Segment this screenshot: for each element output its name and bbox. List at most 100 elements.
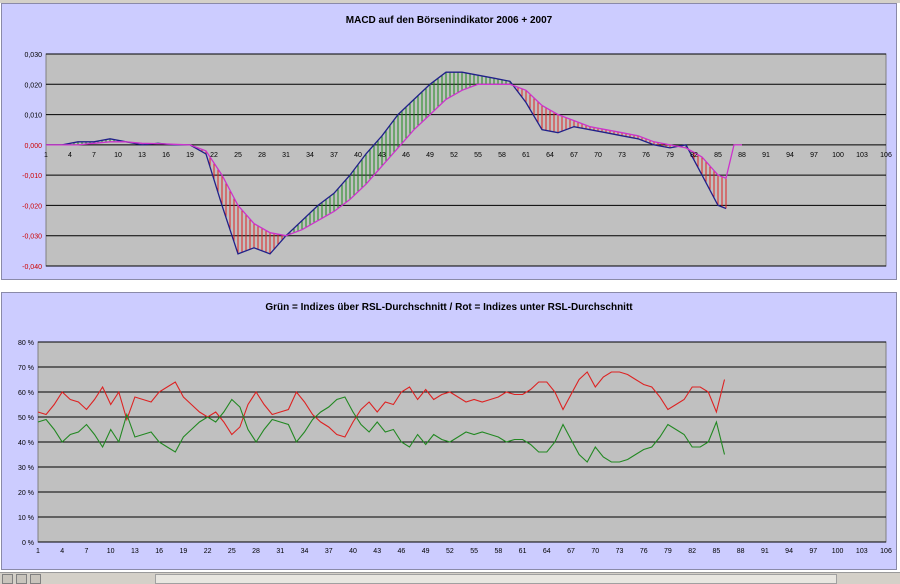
x-tick-label: 82 bbox=[690, 152, 698, 159]
y-tick-label: 10 % bbox=[18, 515, 34, 522]
x-tick-label: 52 bbox=[446, 548, 454, 555]
x-tick-label: 85 bbox=[713, 548, 721, 555]
x-tick-label: 19 bbox=[179, 548, 187, 555]
x-tick-label: 4 bbox=[60, 548, 64, 555]
x-tick-label: 7 bbox=[92, 152, 96, 159]
y-tick-label: -0,020 bbox=[22, 203, 42, 210]
macd-chart-svg: 0,030 0,020 0,010 0,000 -0,010 -0,020 -0,030 -0… bbox=[22, 52, 892, 271]
x-tick-label: 88 bbox=[737, 548, 745, 555]
x-tick-label: 40 bbox=[354, 152, 362, 159]
sheet-tab-bar bbox=[0, 572, 900, 584]
x-tick-label: 58 bbox=[498, 152, 506, 159]
x-tick-label: 10 bbox=[107, 548, 115, 555]
y-tick-label: 0,020 bbox=[24, 82, 42, 89]
y-tick-label: -0,010 bbox=[22, 173, 42, 180]
x-tick-label: 73 bbox=[618, 152, 626, 159]
series-line-0 bbox=[37, 371, 726, 438]
x-tick-label: 76 bbox=[640, 548, 648, 555]
x-tick-label: 52 bbox=[450, 152, 458, 159]
y-tick-label: 60 % bbox=[18, 390, 34, 397]
x-tick-label: 61 bbox=[522, 152, 530, 159]
macd-chart-panel: MACD auf den Börsenindikator 2006 + 2007… bbox=[1, 3, 897, 280]
x-tick-label: 10 bbox=[114, 152, 122, 159]
x-tick-label: 34 bbox=[306, 152, 314, 159]
x-tick-label: 61 bbox=[519, 548, 527, 555]
rsl-chart-svg: 80 % 70 % 60 % 50 % 40 % 30 % 20 % 10 % 0 %1 4 7 10… bbox=[18, 340, 892, 555]
series-line-1 bbox=[46, 83, 742, 237]
x-tick-label: 91 bbox=[761, 548, 769, 555]
y-tick-label: 30 % bbox=[18, 465, 34, 472]
x-tick-label: 49 bbox=[426, 152, 434, 159]
y-tick-label: 0,010 bbox=[24, 113, 42, 120]
y-tick-label: 0 % bbox=[22, 540, 34, 547]
x-tick-label: 4 bbox=[68, 152, 72, 159]
x-tick-label: 22 bbox=[210, 152, 218, 159]
x-tick-label: 37 bbox=[325, 548, 333, 555]
x-tick-label: 22 bbox=[204, 548, 212, 555]
x-tick-label: 94 bbox=[785, 548, 793, 555]
macd-chart-title: MACD auf den Börsenindikator 2006 + 2007 bbox=[345, 15, 553, 26]
x-tick-label: 64 bbox=[543, 548, 551, 555]
x-tick-label: 103 bbox=[856, 152, 868, 159]
x-tick-label: 13 bbox=[138, 152, 146, 159]
x-tick-label: 103 bbox=[856, 548, 868, 555]
x-tick-label: 106 bbox=[880, 152, 892, 159]
x-tick-label: 46 bbox=[402, 152, 410, 159]
x-tick-label: 16 bbox=[162, 152, 170, 159]
y-tick-label: 40 % bbox=[18, 440, 34, 447]
x-tick-label: 94 bbox=[786, 152, 794, 159]
x-tick-label: 31 bbox=[276, 548, 284, 555]
x-tick-label: 19 bbox=[186, 152, 194, 159]
x-tick-label: 46 bbox=[398, 548, 406, 555]
x-tick-label: 97 bbox=[810, 152, 818, 159]
x-tick-label: 25 bbox=[234, 152, 242, 159]
x-tick-label: 91 bbox=[762, 152, 770, 159]
x-tick-label: 25 bbox=[228, 548, 236, 555]
x-tick-label: 28 bbox=[252, 548, 260, 555]
x-tick-label: 97 bbox=[809, 548, 817, 555]
x-tick-label: 55 bbox=[474, 152, 482, 159]
x-tick-label: 82 bbox=[688, 548, 696, 555]
x-tick-label: 55 bbox=[470, 548, 478, 555]
x-tick-label: 79 bbox=[664, 548, 672, 555]
rsl-chart-title: Grün = Indizes über RSL-Durchschnitt / R… bbox=[265, 302, 633, 313]
x-tick-label: 85 bbox=[714, 152, 722, 159]
x-tick-label: 100 bbox=[832, 548, 844, 555]
x-tick-label: 37 bbox=[330, 152, 338, 159]
y-tick-label: 0,000 bbox=[24, 143, 42, 150]
x-tick-label: 13 bbox=[131, 548, 139, 555]
y-tick-label: 70 % bbox=[18, 365, 34, 372]
rsl-chart-panel: Grün = Indizes über RSL-Durchschnitt / R… bbox=[1, 292, 897, 570]
x-tick-label: 43 bbox=[378, 152, 386, 159]
x-tick-label: 43 bbox=[373, 548, 381, 555]
x-tick-label: 79 bbox=[666, 152, 674, 159]
x-tick-label: 16 bbox=[155, 548, 163, 555]
x-tick-label: 1 bbox=[36, 548, 40, 555]
y-tick-label: 20 % bbox=[18, 490, 34, 497]
x-tick-label: 67 bbox=[567, 548, 575, 555]
x-tick-label: 34 bbox=[301, 548, 309, 555]
y-tick-label: 80 % bbox=[18, 340, 34, 347]
x-tick-label: 1 bbox=[44, 152, 48, 159]
x-tick-label: 28 bbox=[258, 152, 266, 159]
x-tick-label: 67 bbox=[570, 152, 578, 159]
x-tick-label: 100 bbox=[832, 152, 844, 159]
x-tick-label: 73 bbox=[616, 548, 624, 555]
x-tick-label: 70 bbox=[594, 152, 602, 159]
y-tick-label: -0,030 bbox=[22, 234, 42, 241]
series-line-1 bbox=[37, 396, 726, 463]
y-tick-label: -0,040 bbox=[22, 264, 42, 271]
y-tick-label: 0,030 bbox=[24, 52, 42, 59]
x-tick-label: 106 bbox=[880, 548, 892, 555]
x-tick-label: 40 bbox=[349, 548, 357, 555]
x-tick-label: 64 bbox=[546, 152, 554, 159]
x-tick-label: 88 bbox=[738, 152, 746, 159]
x-tick-label: 70 bbox=[591, 548, 599, 555]
x-tick-label: 7 bbox=[85, 548, 89, 555]
window-top-strip bbox=[0, 0, 900, 3]
x-tick-label: 49 bbox=[422, 548, 430, 555]
x-tick-label: 31 bbox=[282, 152, 290, 159]
y-tick-label: 50 % bbox=[18, 415, 34, 422]
x-tick-label: 58 bbox=[494, 548, 502, 555]
x-tick-label: 76 bbox=[642, 152, 650, 159]
